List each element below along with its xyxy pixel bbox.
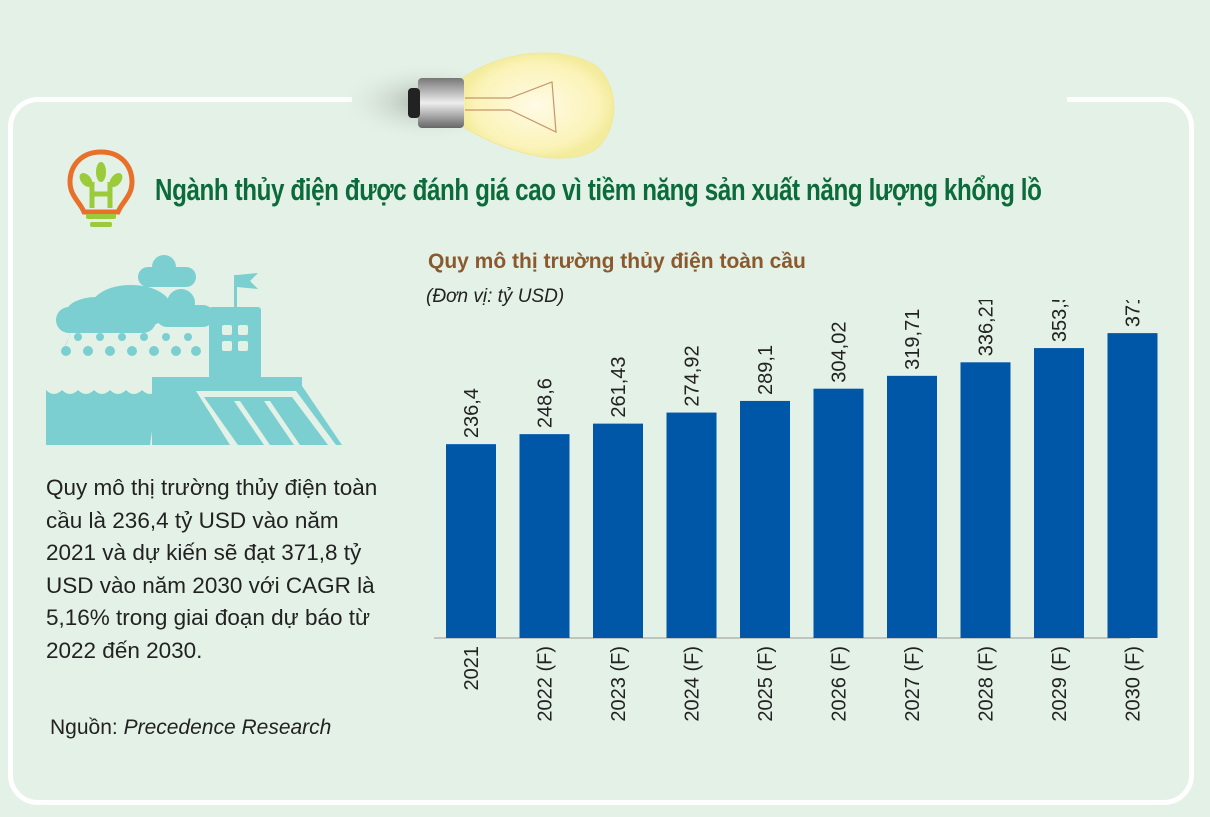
x-tick-label: 2028 (F) (976, 646, 998, 722)
x-tick-label: 2029 (F) (1049, 646, 1071, 722)
data-label: 336,21 (976, 300, 998, 356)
x-tick-label: 2024 (F) (682, 646, 704, 722)
page-title: Ngành thủy điện được đánh giá cao vì tiề… (155, 172, 1042, 207)
source-value: Precedence Research (123, 716, 332, 739)
bar (887, 375, 937, 638)
x-tick-label: 2023 (F) (608, 646, 630, 722)
description-text: Quy mô thị trường thủy điện toàn cầu là … (46, 475, 378, 663)
data-label: 289,1 (755, 345, 777, 395)
x-tick-label: 2030 (F) (1123, 646, 1145, 722)
logo-icon (67, 149, 135, 227)
bar (740, 400, 790, 638)
data-label: 353,56 (1049, 300, 1071, 342)
bar (1107, 333, 1158, 638)
data-label: 236,4 (461, 388, 483, 438)
bar (960, 362, 1011, 638)
data-label: 274,92 (682, 345, 704, 406)
light-bulb-icon (320, 52, 615, 159)
bar (666, 412, 717, 638)
bar (1034, 348, 1084, 638)
x-tick-label: 2021 (461, 646, 483, 691)
x-tick-label: 2022 (F) (535, 646, 557, 722)
source-label: Nguồn (50, 716, 112, 739)
chart-unit: (Đơn vị: tỷ USD) (426, 286, 565, 307)
x-tick-label: 2026 (F) (829, 646, 851, 722)
x-tick-label: 2025 (F) (755, 646, 777, 722)
data-label: 371,8 (1123, 300, 1145, 327)
data-label: 304,02 (829, 322, 851, 383)
data-label: 319,71 (902, 309, 924, 370)
source-note: Nguồn: Precedence Research (50, 716, 332, 739)
data-label: 261,43 (608, 356, 630, 417)
chart-title: Quy mô thị trường thủy điện toàn cầu (428, 250, 806, 273)
hydropower-illustration-icon (46, 255, 342, 445)
data-label: 248,6 (535, 378, 557, 428)
bar (813, 388, 864, 638)
x-tick-label: 2027 (F) (902, 646, 924, 722)
bar-chart: 236,4 2021 248,6 2022 (F) 261,43 2023 (F) 274,… (434, 300, 1158, 722)
bar (446, 444, 496, 638)
bar (593, 423, 643, 638)
bar (519, 434, 570, 638)
